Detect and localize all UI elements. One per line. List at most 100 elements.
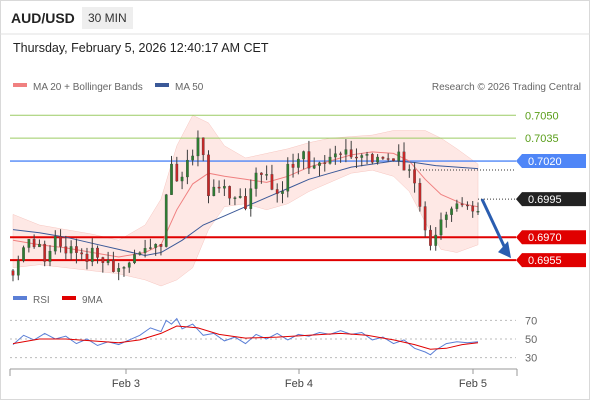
candle-body	[122, 267, 126, 269]
candle-body	[260, 172, 263, 175]
candle-body	[22, 247, 25, 261]
candle-body	[201, 137, 205, 156]
candle-body	[402, 151, 406, 171]
level-tag-0.6955	[516, 253, 586, 268]
candle-body	[296, 158, 300, 168]
candle-body	[355, 156, 358, 159]
candle-body	[217, 186, 221, 189]
rsi-ma-line	[12, 325, 479, 350]
candle-body	[444, 214, 448, 220]
candle-body	[254, 172, 258, 189]
candle-body	[32, 238, 36, 248]
ma50-legend-swatch	[155, 83, 169, 87]
candle-body	[466, 204, 469, 207]
watermark: Research © 2026 Trading Central	[432, 82, 581, 93]
rsi-tick-70: 70	[525, 315, 537, 327]
candle-body	[186, 159, 189, 178]
candle-body	[38, 243, 41, 248]
candle-body	[381, 156, 385, 159]
candle-body	[439, 219, 443, 236]
candle-body	[370, 154, 374, 163]
candle-body	[196, 137, 200, 157]
candle-body	[460, 203, 464, 206]
candle-body	[265, 174, 268, 176]
candle-body	[75, 246, 78, 253]
forecast-arrow-shaft	[480, 198, 507, 249]
candle-body	[48, 250, 52, 262]
rsi-legend-label: RSI	[33, 295, 50, 306]
ma20-legend-label: MA 20 + Bollinger Bands	[33, 82, 143, 93]
timeframe-badge[interactable]: 30 MIN	[82, 7, 133, 29]
time-ticks: Feb 3 Feb 4 Feb 5	[112, 369, 487, 390]
candle-body	[69, 246, 73, 254]
candle-body	[175, 163, 179, 182]
candle-body	[85, 253, 89, 262]
rsi-legend-swatch	[13, 296, 27, 300]
candle-body	[455, 203, 459, 209]
candle-body	[154, 244, 158, 248]
candle-body	[96, 247, 99, 258]
candle-body	[307, 151, 311, 169]
candle-body	[312, 165, 316, 169]
ma20-legend-swatch	[13, 83, 27, 87]
candle-body	[397, 151, 401, 161]
candle-body	[392, 158, 395, 161]
time-tick-label: Feb 3	[112, 378, 140, 390]
candle-body	[323, 162, 327, 164]
candle-body	[344, 149, 348, 155]
last-price-tag	[516, 192, 586, 207]
candle-body	[228, 186, 231, 199]
candle-body	[339, 153, 342, 155]
annotations: 0.6995	[420, 169, 586, 259]
candle-body	[106, 260, 110, 263]
rsi-tick-50: 50	[525, 334, 537, 346]
candle-body	[418, 182, 422, 207]
candle-body	[249, 188, 253, 209]
level-label-0.7020: 0.7020	[528, 156, 562, 168]
candle-body	[164, 194, 168, 247]
candle-body	[244, 196, 247, 209]
level-tag-0.7020	[516, 154, 586, 169]
symbol-title: AUD/USD	[11, 10, 75, 26]
candle-body	[16, 260, 20, 276]
candle-body	[159, 244, 163, 247]
candle-body	[386, 158, 390, 160]
candle-body	[365, 154, 369, 156]
candle-body	[291, 163, 295, 168]
candle-body	[138, 252, 142, 255]
candle-body	[80, 252, 84, 255]
candle-body	[471, 205, 475, 212]
candle-body	[191, 155, 195, 161]
candle-body	[11, 270, 15, 276]
candle-body	[149, 247, 152, 249]
candle-body	[53, 236, 57, 252]
candle-body	[27, 238, 31, 248]
candle-body	[101, 257, 105, 263]
level-label-0.6970: 0.6970	[528, 232, 562, 244]
candle-body	[207, 154, 210, 197]
candle-body	[429, 229, 432, 246]
candle-body	[90, 247, 94, 262]
datetime-label: Thursday, February 5, 2026 12:40:17 AM C…	[13, 41, 269, 55]
forecast-arrow-head	[498, 241, 511, 259]
candle-body	[376, 156, 379, 163]
level-tag-0.6970	[516, 230, 586, 245]
candle-body	[328, 156, 332, 164]
rsi-tick-30: 30	[525, 353, 537, 365]
candle-body	[476, 211, 480, 213]
candle-body	[112, 260, 115, 272]
candle-body	[413, 169, 416, 184]
candle-body	[281, 191, 284, 194]
candle-body	[333, 153, 337, 158]
candle-body	[133, 254, 136, 264]
candle-body	[423, 206, 427, 231]
level-label-0.7035: 0.7035	[525, 133, 559, 145]
level-label-0.7050: 0.7050	[525, 110, 559, 122]
chart-header: AUD/USD 30 MIN	[0, 0, 590, 34]
candle-body	[117, 268, 121, 272]
rsi-ma-legend-swatch	[62, 296, 76, 300]
candle-body	[238, 196, 242, 198]
time-tick-label: Feb 5	[459, 378, 487, 390]
last-price-label: 0.6995	[528, 194, 562, 206]
candle-body	[270, 174, 274, 190]
